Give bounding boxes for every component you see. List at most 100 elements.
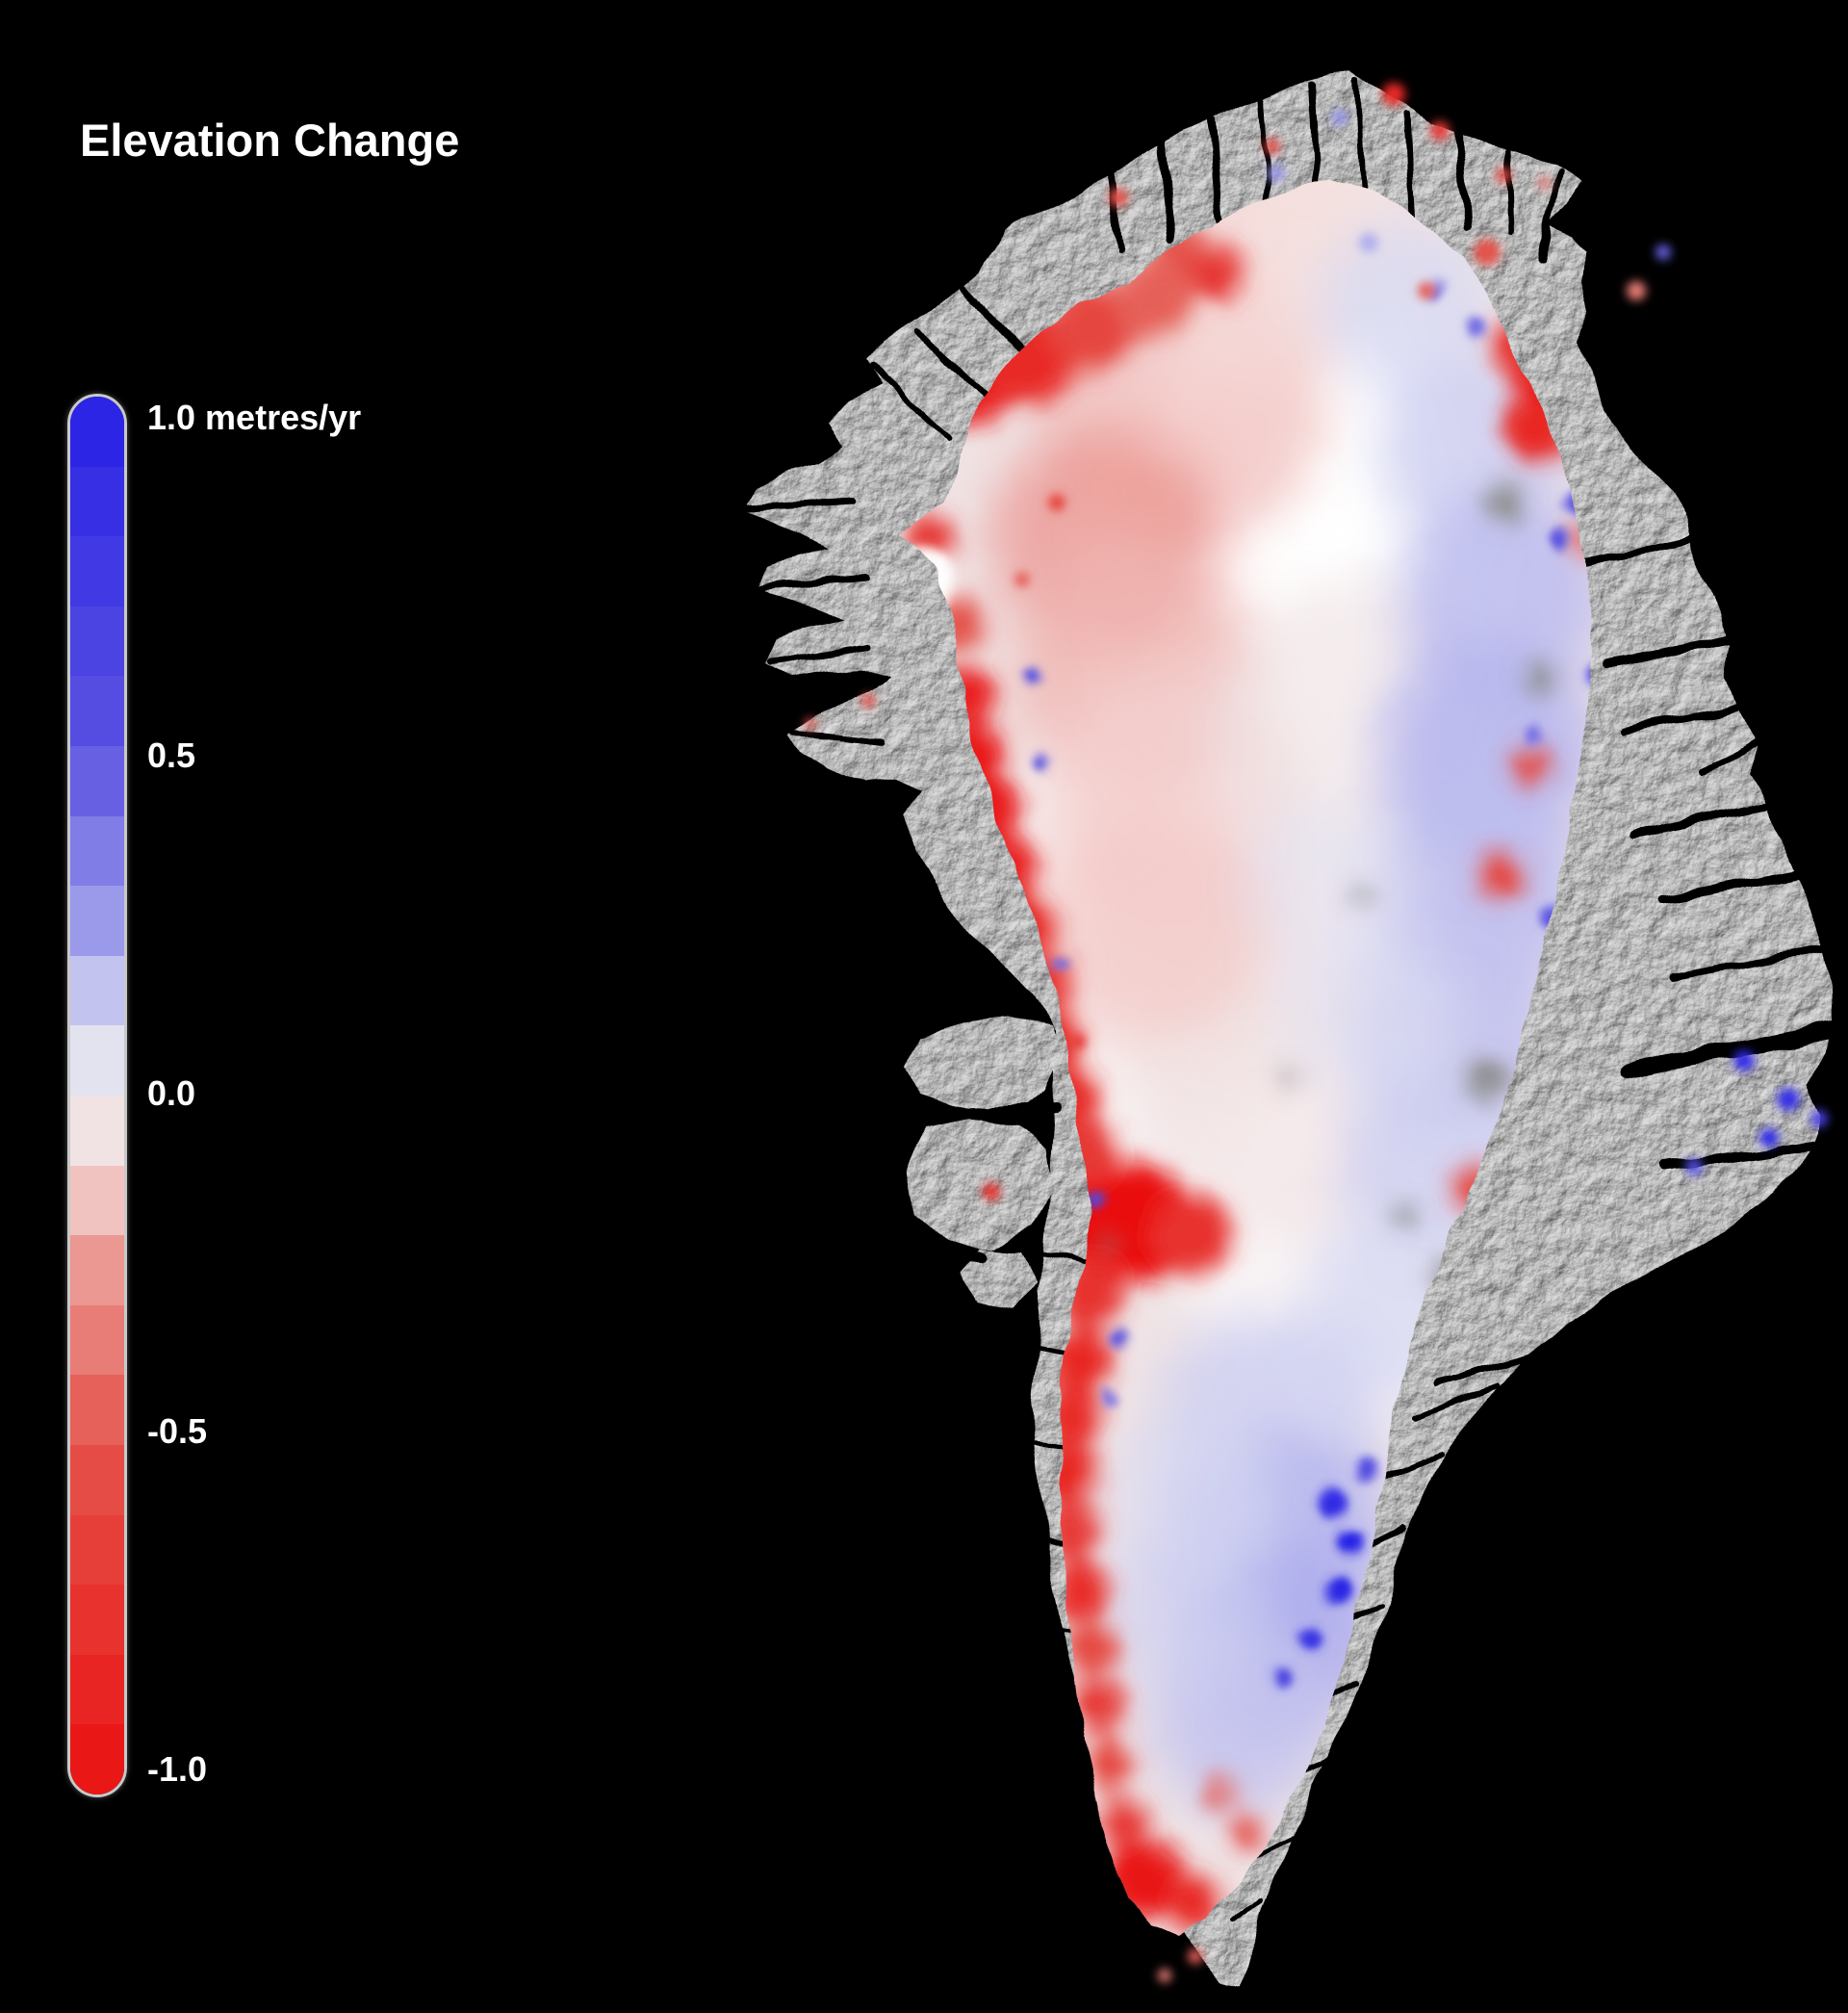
offshore-island <box>905 1017 1065 1109</box>
elevation-band-blob <box>1205 1777 1236 1808</box>
fjord-channel <box>1700 728 1784 774</box>
coastal-speck-blob <box>1359 233 1378 252</box>
fjord-channel <box>1660 869 1803 905</box>
coastal-speck-blob <box>1685 1158 1703 1175</box>
elevation-spot-blob <box>1271 1666 1293 1688</box>
elevation-washes <box>991 179 1592 1815</box>
legend-color-step <box>70 1654 124 1725</box>
nunatak-rock-patch <box>1282 1071 1297 1086</box>
legend-color-step <box>70 815 124 887</box>
fjord-channel <box>1575 535 1696 567</box>
coastal-speck-blob <box>1733 1050 1755 1071</box>
coastal-speck-blob <box>1048 494 1065 511</box>
fjord-channel <box>1354 74 1365 191</box>
coastal-speck-blob <box>1109 188 1128 207</box>
legend-color-step <box>70 606 124 677</box>
fjord-channel <box>1412 1383 1499 1420</box>
legend-color-step <box>70 466 124 537</box>
fjord-channel <box>898 1102 1062 1120</box>
elevation-spot-blob <box>1298 1626 1323 1651</box>
legend-color-step <box>70 1585 124 1655</box>
coastal-speck-blob <box>861 694 875 708</box>
elevation-band-blob <box>1099 1796 1149 1846</box>
legend: 1.0 metres/yr 0.5 0.0 -0.5 -1.0 <box>0 0 404 2013</box>
fjord-channel <box>1253 1834 1295 1859</box>
elevation-wash-blob <box>1040 809 1270 1040</box>
coastal-speck-blob <box>1430 121 1450 141</box>
elevation-band-blob <box>1186 243 1244 300</box>
nunatak-rock-patch <box>1101 1236 1116 1252</box>
legend-color-step <box>70 745 124 816</box>
coastal-speck-blob <box>1158 1969 1171 1982</box>
fjord-channel <box>757 574 870 591</box>
nunatak-rock-patch <box>1396 1203 1419 1226</box>
coastal-speck-blob <box>1810 1110 1828 1127</box>
elevation-spot-blob <box>1053 957 1068 972</box>
elevation-band-blob <box>1063 1621 1116 1675</box>
fjord-channel <box>868 363 951 441</box>
fjord-channel <box>790 731 886 746</box>
elevation-spot-blob <box>1319 1489 1348 1518</box>
legend-color-step <box>70 1724 124 1794</box>
coastal-speck-blob <box>983 1183 1000 1200</box>
elevation-spot-blob <box>1023 667 1040 684</box>
fjord-channel <box>1621 705 1742 734</box>
coastal-speck-blob <box>1382 83 1405 106</box>
elevation-wash-blob <box>1280 924 1453 1097</box>
fjord-channel <box>1432 1352 1532 1386</box>
legend-color-step <box>70 1514 124 1586</box>
fjord-channel <box>1506 134 1516 234</box>
elevation-wash-blob <box>1102 1536 1266 1699</box>
legend-color-step <box>70 1235 124 1305</box>
elevation-spot-blob <box>1524 725 1541 742</box>
coastal-speck-blob <box>1538 176 1552 190</box>
offshore-island <box>907 1119 1053 1248</box>
nunatak-rock-patch <box>1353 887 1371 904</box>
elevation-spot-blob <box>1337 1530 1362 1555</box>
coastal-speck-blob <box>1777 1088 1800 1111</box>
nunatak-rock-patch <box>1487 483 1526 522</box>
legend-color-step <box>70 1095 124 1166</box>
fjord-channel <box>1536 168 1563 262</box>
fjord-channel <box>1231 1898 1264 1923</box>
nunatak-rock-patch <box>1525 663 1555 694</box>
legend-tick-label: 0.0 <box>147 1073 196 1113</box>
elevation-band-blob <box>1084 1739 1134 1789</box>
fjord-channel <box>1618 1021 1842 1079</box>
legend-color-step <box>70 1444 124 1515</box>
coastal-speck-blob <box>1627 281 1646 300</box>
fjord-channel <box>1604 634 1735 669</box>
fjord-channel <box>1632 803 1765 837</box>
legend-tick-label: 1.0 metres/yr <box>147 398 362 437</box>
legend-color-step <box>70 1165 124 1236</box>
fjord-channel <box>1258 97 1271 219</box>
elevation-spot-blob <box>1551 530 1572 552</box>
coastal-speck-blob <box>1418 282 1435 299</box>
legend-color-step <box>70 1304 124 1376</box>
legend-color-step <box>70 536 124 606</box>
legend-color-step <box>70 397 124 467</box>
elevation-spot-blob <box>1101 1390 1116 1406</box>
coastal-speck-blob <box>1268 165 1285 182</box>
legend-color-step <box>70 1025 124 1096</box>
legend-tick-label: -0.5 <box>147 1411 208 1451</box>
legend-color-step <box>70 676 124 746</box>
elevation-spot-blob <box>1034 755 1049 770</box>
fjord-channel <box>1207 114 1224 235</box>
elevation-spot-blob <box>1464 319 1485 340</box>
elevation-band-blob <box>1511 746 1550 785</box>
legend-tick-label: -1.0 <box>147 1749 208 1789</box>
legend-color-step <box>70 955 124 1026</box>
fjord-channel <box>1671 945 1827 981</box>
coastal-speck-blob <box>1332 110 1348 125</box>
page-title: Elevation Change <box>80 115 460 166</box>
coastal-speck-blob <box>805 718 816 730</box>
elevation-spot-blob <box>1325 1576 1354 1605</box>
coastal-speck-blob <box>1474 239 1501 266</box>
fjord-channel <box>1576 211 1601 292</box>
elevation-wash-blob <box>1319 221 1492 395</box>
fjord-channel <box>1156 131 1176 245</box>
fjord-channel <box>739 497 859 512</box>
coastal-speck-blob <box>1188 1948 1203 1964</box>
